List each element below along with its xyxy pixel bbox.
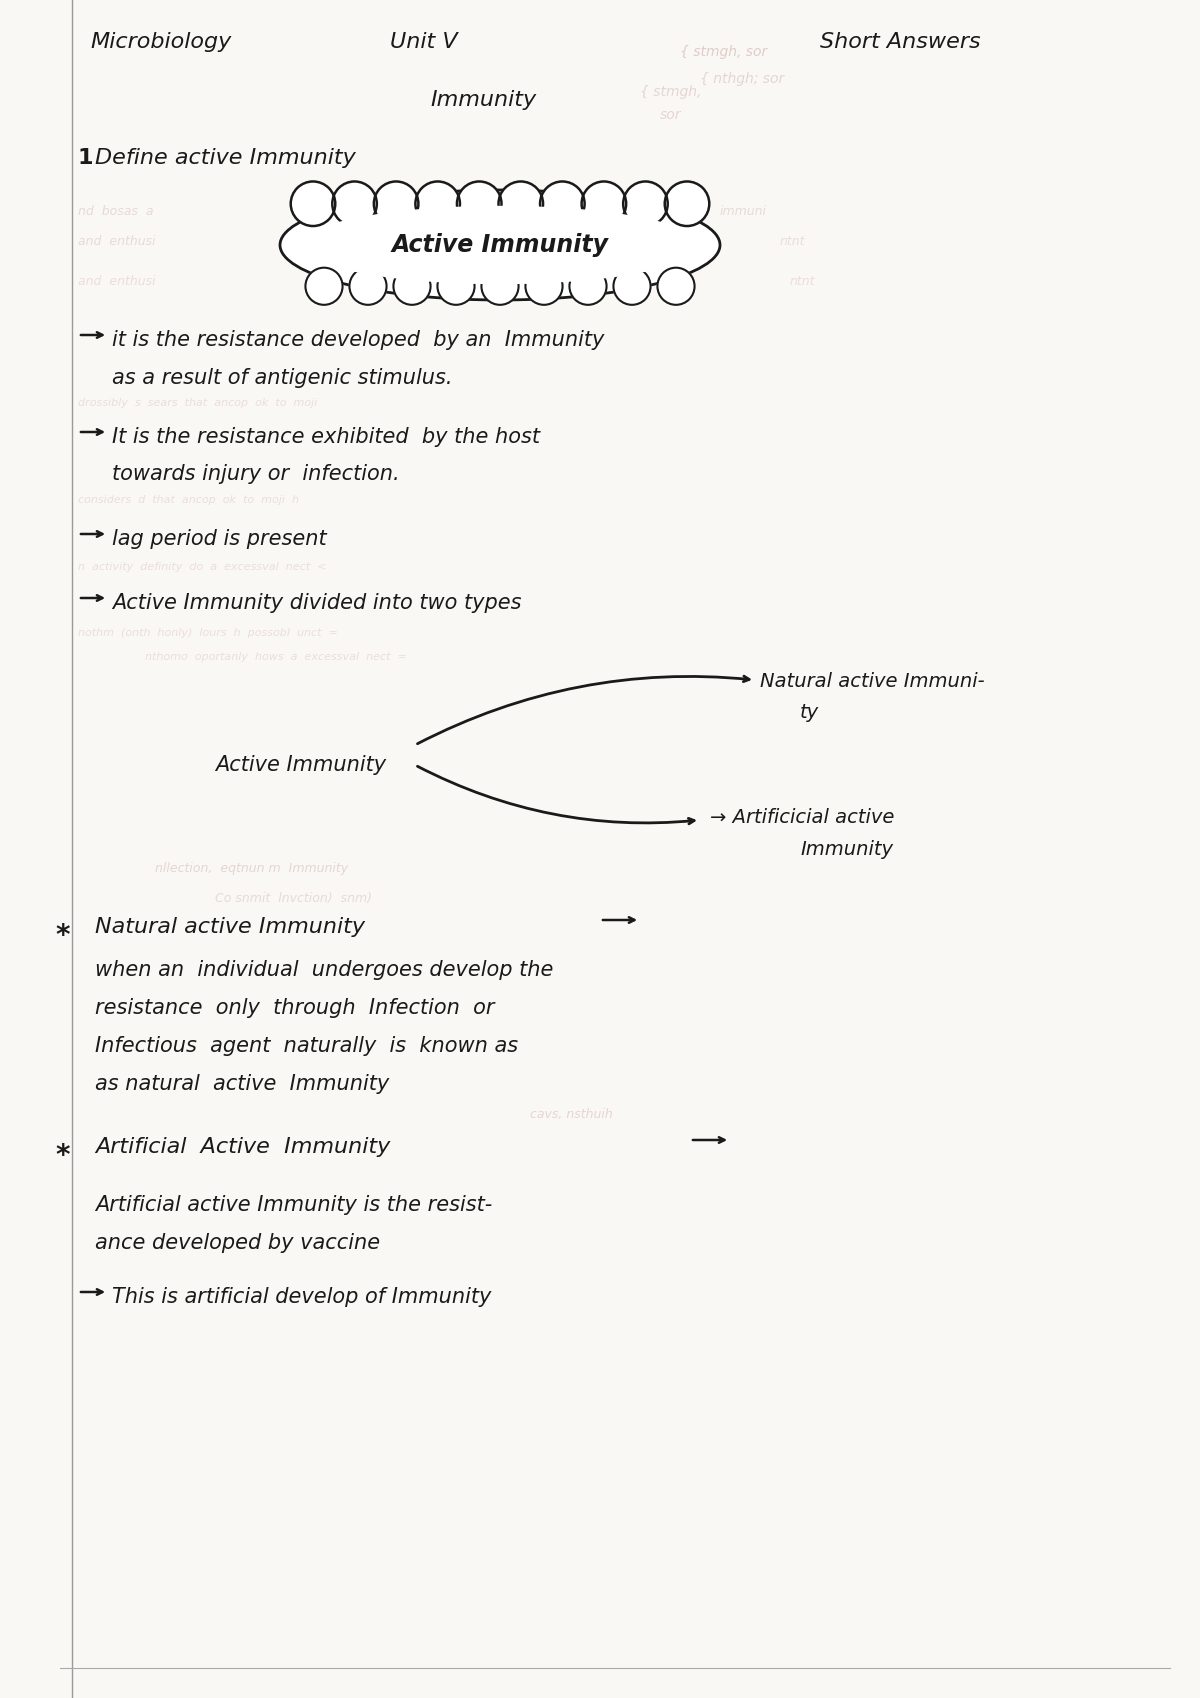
- Circle shape: [540, 182, 584, 226]
- Text: Define active Immunity: Define active Immunity: [95, 148, 355, 168]
- Text: Short Answers: Short Answers: [820, 32, 980, 53]
- Text: when an  individual  undergoes develop the: when an individual undergoes develop the: [95, 959, 553, 980]
- Text: Active Immunity: Active Immunity: [215, 756, 386, 774]
- Circle shape: [613, 268, 650, 306]
- Circle shape: [570, 268, 606, 306]
- Text: ance developed by vaccine: ance developed by vaccine: [95, 1233, 380, 1253]
- Text: and  enthusi: and enthusi: [78, 234, 156, 248]
- Text: ntnt: ntnt: [780, 234, 805, 248]
- Text: Unit V: Unit V: [390, 32, 457, 53]
- Text: Active Immunity: Active Immunity: [391, 233, 608, 256]
- Text: 1: 1: [78, 148, 94, 168]
- Circle shape: [498, 182, 544, 226]
- Text: ty: ty: [800, 703, 820, 722]
- Text: This is artificial develop of Immunity: This is artificial develop of Immunity: [112, 1287, 491, 1307]
- Text: sor: sor: [660, 109, 682, 122]
- Circle shape: [438, 268, 474, 306]
- Circle shape: [306, 268, 342, 306]
- Text: *: *: [55, 1143, 70, 1170]
- Text: it is the resistance developed  by an  Immunity: it is the resistance developed by an Imm…: [112, 329, 605, 350]
- Text: resistance  only  through  Infection  or: resistance only through Infection or: [95, 998, 494, 1019]
- Text: { nthgh; sor: { nthgh; sor: [700, 71, 785, 87]
- Text: Active Immunity divided into two types: Active Immunity divided into two types: [112, 593, 522, 613]
- Ellipse shape: [280, 190, 720, 301]
- Text: nthomo  oportanly  hows  a  excessval  nect  =: nthomo oportanly hows a excessval nect =: [145, 652, 407, 662]
- Text: → Artificicial active: → Artificicial active: [710, 808, 894, 827]
- Text: Natural active Immunity: Natural active Immunity: [95, 917, 365, 937]
- Circle shape: [623, 182, 667, 226]
- Circle shape: [332, 182, 377, 226]
- Text: as a result of antigenic stimulus.: as a result of antigenic stimulus.: [112, 368, 452, 389]
- Ellipse shape: [302, 207, 698, 284]
- Text: { stmgh, sor: { stmgh, sor: [680, 46, 767, 59]
- Circle shape: [374, 182, 419, 226]
- Text: considers  d  that  ancop  ok  to  moji  h: considers d that ancop ok to moji h: [78, 496, 299, 504]
- Circle shape: [665, 182, 709, 226]
- Circle shape: [415, 182, 460, 226]
- Text: nothm  (onth  honly)  lours  h  possobl  unct  =: nothm (onth honly) lours h possobl unct …: [78, 628, 338, 638]
- Text: { stmgh,: { stmgh,: [640, 85, 701, 98]
- Text: Natural active Immuni-: Natural active Immuni-: [760, 672, 985, 691]
- Text: ntnt: ntnt: [790, 275, 816, 289]
- Text: n  activity  definity  do  a  excessval  nect  <: n activity definity do a excessval nect …: [78, 562, 326, 572]
- Text: as natural  active  Immunity: as natural active Immunity: [95, 1075, 389, 1094]
- Text: towards injury or  infection.: towards injury or infection.: [112, 464, 400, 484]
- Circle shape: [582, 182, 626, 226]
- Text: and  enthusi: and enthusi: [78, 275, 156, 289]
- Text: Artificial  Active  Immunity: Artificial Active Immunity: [95, 1138, 390, 1156]
- Text: Immunity: Immunity: [430, 90, 536, 110]
- Text: Co snmit  lnvction)  snm): Co snmit lnvction) snm): [215, 891, 372, 905]
- Text: Artificial active Immunity is the resist-: Artificial active Immunity is the resist…: [95, 1195, 492, 1216]
- Text: nd  bosas  a: nd bosas a: [78, 205, 154, 217]
- Text: It is the resistance exhibited  by the host: It is the resistance exhibited by the ho…: [112, 426, 540, 447]
- Text: lag period is present: lag period is present: [112, 530, 326, 548]
- Text: *: *: [55, 922, 70, 949]
- Text: cavs, nsthuih: cavs, nsthuih: [530, 1109, 613, 1121]
- Circle shape: [481, 268, 518, 306]
- Text: nllection,  eqtnun m  Immunity: nllection, eqtnun m Immunity: [155, 863, 348, 874]
- Text: Microbiology: Microbiology: [90, 32, 232, 53]
- Circle shape: [457, 182, 502, 226]
- Circle shape: [349, 268, 386, 306]
- Circle shape: [290, 182, 335, 226]
- Circle shape: [394, 268, 431, 306]
- Text: drossibly  s  sears  that  ancop  ok  to  moji: drossibly s sears that ancop ok to moji: [78, 397, 317, 408]
- Circle shape: [526, 268, 563, 306]
- Text: Infectious  agent  naturally  is  known as: Infectious agent naturally is known as: [95, 1036, 518, 1056]
- Circle shape: [658, 268, 695, 306]
- Text: immuni: immuni: [720, 205, 767, 217]
- Text: Immunity: Immunity: [800, 841, 893, 859]
